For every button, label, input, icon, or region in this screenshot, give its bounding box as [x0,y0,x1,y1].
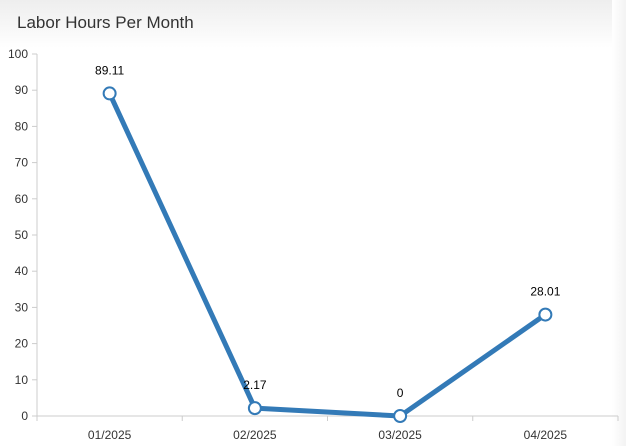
y-tick-label: 70 [15,156,29,170]
x-tick-label: 03/2025 [378,428,422,442]
y-tick-label: 40 [15,264,29,278]
series-line-group [107,90,548,419]
series-line [107,90,548,419]
y-tick-label: 0 [21,409,28,423]
y-tick-label: 100 [8,47,28,61]
chart-header [0,0,626,48]
y-tick-label: 20 [15,337,29,351]
y-tick-label: 90 [15,83,29,97]
y-tick-label: 60 [15,192,29,206]
axes: 0 10 20 30 40 50 60 70 80 90 100 01/2025 02/2025 03/2… [8,47,619,442]
x-tick-label: 04/2025 [524,428,568,442]
data-point [538,307,553,322]
y-tick-label: 80 [15,119,29,133]
panel-edge-shadow [612,0,626,446]
data-label: 2.17 [243,378,267,392]
y-tick-label: 10 [15,373,29,387]
y-tick-label: 50 [15,228,29,242]
data-label: 28.01 [530,285,560,299]
data-labels: 89.11 2.17 0 28.01 [95,63,561,400]
x-tick-label: 01/2025 [88,428,132,442]
y-tick-label: 30 [15,300,29,314]
x-tick-label: 02/2025 [233,428,277,442]
chart-title: Labor Hours Per Month [17,13,194,32]
data-point [393,409,408,423]
data-point [247,401,262,416]
data-label: 0 [397,386,404,400]
data-label: 89.11 [95,63,124,77]
data-point [102,86,117,101]
data-points [102,86,553,423]
